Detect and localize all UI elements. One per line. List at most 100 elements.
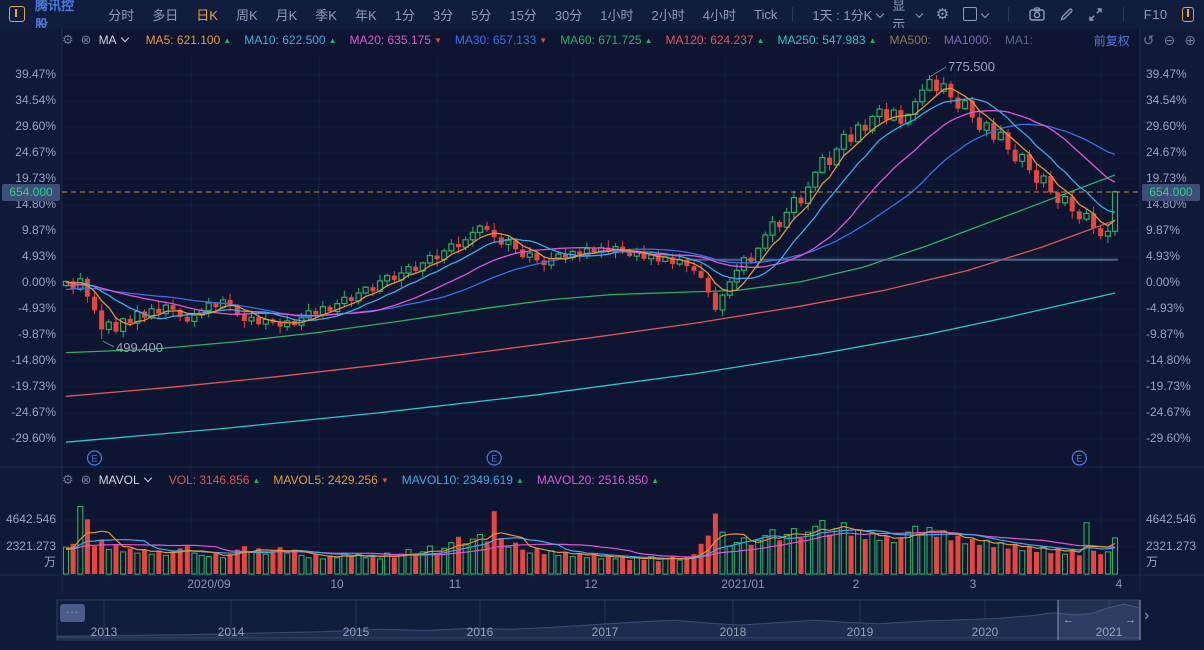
period-tab-日K[interactable]: 日K [196,7,218,23]
percent-tick-label: -29.60% [1146,430,1191,445]
svg-text:E: E [91,454,97,464]
toolbar-divider [1008,7,1009,21]
top-toolbar: 腾讯控股 分时 多日 日K 周K 月K 季K 年K 1分 3分 5分 15分 30分 1小时 2小时 4小时… [0,0,1204,32]
indicator-settings-gear-icon[interactable]: ⚙ [62,472,74,487]
navigator-year-label: 2015 [342,625,370,639]
indicator-value-VOL: VOL: 3146.856 ▲ [168,473,261,487]
percent-tick-label: -9.87% [1146,327,1185,341]
percent-tick-label: 39.47% [15,66,56,81]
mavol-values-list: VOL: 3146.856 ▲ MAVOL5: 2429.256 ▼ MAVOL10: … [169,473,659,487]
period-tab-3分[interactable]: 3分 [432,7,454,23]
percent-tick-label: 29.60% [1146,119,1187,133]
toolbar-divider [1122,7,1124,21]
percent-tick-label: -24.67% [11,405,56,419]
last-price-badge-left: 654.000 [2,184,60,201]
date-axis-label: 2020/09 [187,577,231,591]
percent-tick-label: -14.80% [1146,352,1191,367]
navigator-left-handle[interactable]: ← [1063,614,1074,626]
date-axis-label: 4 [1115,577,1123,591]
percent-tick-label: 24.67% [15,144,56,159]
f10-button[interactable]: F10 [1143,6,1168,22]
period-tab-30分[interactable]: 30分 [554,7,583,23]
period-tab-15分[interactable]: 15分 [509,7,537,23]
trend-up-icon: ▲ [515,475,524,485]
trend-up-icon: ▲ [223,35,232,45]
event-marker[interactable]: E [486,450,502,466]
navigator-year-label: 2019 [846,625,874,639]
percent-tick-label: 4.93% [1146,249,1181,264]
navigator-scroll-right-icon[interactable]: › [1144,607,1150,624]
volume-tick-label: 4642.546 [5,512,56,526]
date-axis-label: 12 [584,577,598,591]
volume-indicator-dropdown[interactable]: MAVOL [99,473,152,487]
draw-pencil-icon[interactable] [1059,7,1074,22]
indicator-settings-gear-icon[interactable]: ⚙ [62,32,74,47]
zoom-in-icon[interactable]: ⊕ [1184,31,1196,48]
percent-tick-label: 34.54% [1146,92,1187,107]
date-axis-label: 2 [852,577,860,591]
volume-tick-label: 2321.273 [5,539,56,553]
main-indicator-bar: ⚙ ⊗ MA MA5: 621.100 ▲ MA10: 622.500 ▲ MA20: … [62,30,1033,50]
layout-select-button[interactable] [963,7,990,21]
ma250-line [65,292,1116,443]
indicator-value-MA1000: MA1000: [943,33,992,47]
trend-up-icon: ▲ [644,35,653,45]
period-tab-周K[interactable]: 周K [235,7,258,23]
period-tab-分时[interactable]: 分时 [108,7,135,23]
navigator-year-label: 2017 [591,625,619,639]
period-tab-季K[interactable]: 季K [315,7,337,23]
percent-tick-label: -4.93% [17,300,56,315]
navigator-right-handle[interactable]: → [1125,614,1136,626]
last-price-badge-right: 654.000 [1142,184,1200,201]
reset-zoom-icon[interactable]: ↺ [1142,31,1155,48]
indicator-value-MA10: MA10: 622.500 ▲ [244,33,337,47]
main-indicator-name: MA [98,33,117,47]
percent-tick-label: -19.73% [11,378,56,393]
navigator-year-label: 2016 [466,625,494,639]
volume-indicator-bar: ⚙ ⊗ MAVOL VOL: 3146.856 ▲ MAVOL5: 2429.256… [62,470,659,490]
period-tab-月K[interactable]: 月K [275,7,298,23]
period-tab-年K[interactable]: 年K [354,7,377,23]
navigator-more-button[interactable]: ··· [60,604,85,622]
candle-chart-icon[interactable] [9,6,25,22]
indicator-value-MA250: MA250: 547.983 ▲ [777,33,877,47]
percent-tick-label: 34.54% [15,92,56,107]
event-marker[interactable]: E [86,450,103,466]
screenshot-camera-icon[interactable] [1029,7,1045,21]
percent-tick-label: 0.00% [1146,275,1181,289]
event-marker[interactable]: E [1071,450,1087,466]
percent-tick-label: -19.73% [1146,378,1191,393]
zoom-out-icon[interactable]: ⊖ [1163,31,1176,48]
trend-down-icon: ▼ [539,35,548,45]
trend-up-icon: ▲ [868,35,877,45]
period-tab-4小时[interactable]: 4小时 [702,7,736,23]
settings-gear-icon[interactable]: ⚙ [935,6,950,23]
main-indicator-dropdown[interactable]: MA [98,33,129,47]
trend-up-icon: ▲ [252,475,261,485]
percent-tick-label: -4.93% [1146,300,1185,315]
navigator-selection[interactable] [1058,600,1140,640]
period-tab-多日[interactable]: 多日 [152,7,179,23]
period-tab-1分[interactable]: 1分 [394,7,415,23]
adjust-mode-button[interactable]: 前复权 [1093,33,1130,48]
indicator-close-icon[interactable]: ⊗ [80,32,92,47]
fullscreen-expand-icon[interactable] [1088,7,1103,22]
ma-values-list: MA5: 621.100 ▲ MA10: 622.500 ▲ MA20: 635.175… [146,33,1033,47]
trend-down-icon: ▼ [380,475,389,485]
period-tab-1小时[interactable]: 1小时 [600,7,634,23]
period-tab-2小时[interactable]: 2小时 [651,7,685,23]
period-tab-Tick[interactable]: Tick [753,6,778,22]
trend-down-icon: ▼ [433,35,442,45]
percent-tick-label: 29.60% [15,119,56,133]
chart-style-candle-icon[interactable] [1181,6,1195,22]
period-tab-5分[interactable]: 5分 [471,7,492,23]
indicator-close-icon[interactable]: ⊗ [80,472,92,487]
ma10-line [65,97,1116,322]
custom-period-dropdown[interactable]: 1天 : 1分K [803,5,892,24]
volume-bars [62,505,1119,575]
trend-up-icon: ▲ [651,475,659,485]
indicator-value-MAVOL20: MAVOL20: 2516.850 ▲ [536,473,659,487]
navigator-year-label: 2018 [719,625,747,639]
percent-tick-label: 19.73% [1146,171,1187,186]
